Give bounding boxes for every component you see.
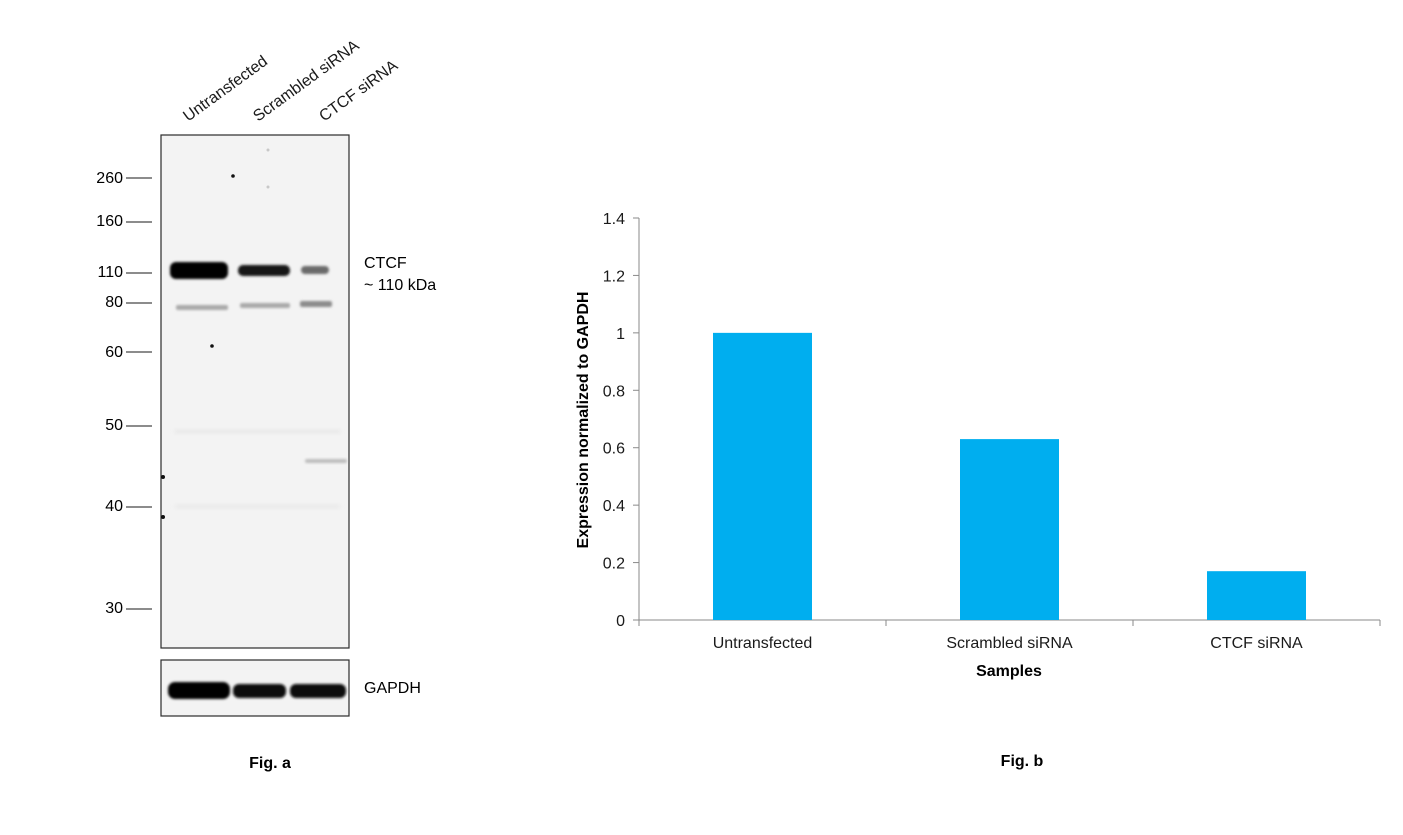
y-tick-label: 1 bbox=[616, 326, 625, 343]
y-axis-label: Expression normalized to GAPDH bbox=[575, 292, 592, 549]
mw-marker-label: 160 bbox=[96, 213, 123, 230]
secondary-band-group bbox=[176, 301, 332, 310]
bar bbox=[713, 332, 812, 620]
figure-a-caption: Fig. a bbox=[249, 755, 291, 772]
gapdh-band-scrambled bbox=[233, 684, 286, 698]
x-axis-label: Samples bbox=[976, 663, 1042, 680]
y-axis: 0 0.2 0.4 0.6 0.8 1 1.2 1.4 bbox=[603, 211, 640, 630]
mw-markers: 260 160 110 80 60 50 40 30 bbox=[96, 170, 152, 617]
mw-marker-label: 60 bbox=[105, 344, 123, 361]
ctcf-band-group bbox=[170, 262, 329, 279]
faint-band bbox=[175, 430, 340, 433]
speck bbox=[266, 185, 270, 189]
mw-marker-label: 30 bbox=[105, 600, 123, 617]
secondary-band bbox=[300, 301, 332, 307]
bar bbox=[1207, 571, 1306, 620]
y-tick-label: 1.2 bbox=[603, 268, 625, 285]
ctcf-band-ctcf-sirna bbox=[301, 266, 329, 274]
gapdh-band-ctcf-sirna bbox=[290, 684, 346, 698]
speck bbox=[210, 344, 214, 348]
faint-band-45kda bbox=[305, 459, 347, 463]
speck bbox=[266, 148, 270, 152]
blot-membrane bbox=[160, 134, 350, 649]
bar bbox=[960, 439, 1059, 620]
ctcf-band-untransfected bbox=[170, 262, 228, 279]
x-axis: Untransfected Scrambled siRNA CTCF siRNA bbox=[638, 619, 1381, 652]
ctcf-band-scrambled bbox=[238, 265, 290, 276]
mw-marker-label: 80 bbox=[105, 294, 123, 311]
bars bbox=[713, 332, 1306, 620]
secondary-band bbox=[176, 305, 228, 310]
mw-marker-label: 260 bbox=[96, 170, 123, 187]
band-label-size: ~ 110 kDa bbox=[364, 277, 436, 294]
y-tick-label: 0.8 bbox=[603, 383, 625, 400]
faint-band bbox=[175, 505, 340, 508]
mw-marker-label: 40 bbox=[105, 498, 123, 515]
mw-marker-label: 110 bbox=[97, 264, 123, 281]
bar-chart-panel: 0 0.2 0.4 0.6 0.8 1 1.2 1.4 Untransfected Scramb… bbox=[575, 211, 1381, 770]
lane-label-scrambled: Scrambled siRNA bbox=[250, 37, 362, 125]
mw-marker-label: 50 bbox=[105, 417, 123, 434]
speck bbox=[161, 475, 165, 479]
y-tick-label: 0 bbox=[616, 613, 625, 630]
speck bbox=[161, 515, 165, 519]
x-tick-label: Scrambled siRNA bbox=[946, 635, 1073, 652]
x-tick-label: CTCF siRNA bbox=[1210, 635, 1303, 652]
speck bbox=[231, 174, 235, 178]
y-tick-label: 0.4 bbox=[603, 498, 625, 515]
y-tick-label: 1.4 bbox=[603, 211, 625, 228]
y-tick-label: 0.6 bbox=[603, 441, 625, 458]
secondary-band bbox=[240, 303, 290, 308]
gapdh-band-untransfected bbox=[168, 682, 230, 699]
y-tick-label: 0.2 bbox=[603, 556, 625, 573]
western-blot-panel: Untransfected Scrambled siRNA CTCF siRNA bbox=[96, 37, 436, 772]
band-label-ctcf: CTCF bbox=[364, 255, 407, 272]
figure-b-caption: Fig. b bbox=[1001, 753, 1044, 770]
x-tick-label: Untransfected bbox=[713, 635, 813, 652]
gapdh-label: GAPDH bbox=[364, 680, 421, 697]
